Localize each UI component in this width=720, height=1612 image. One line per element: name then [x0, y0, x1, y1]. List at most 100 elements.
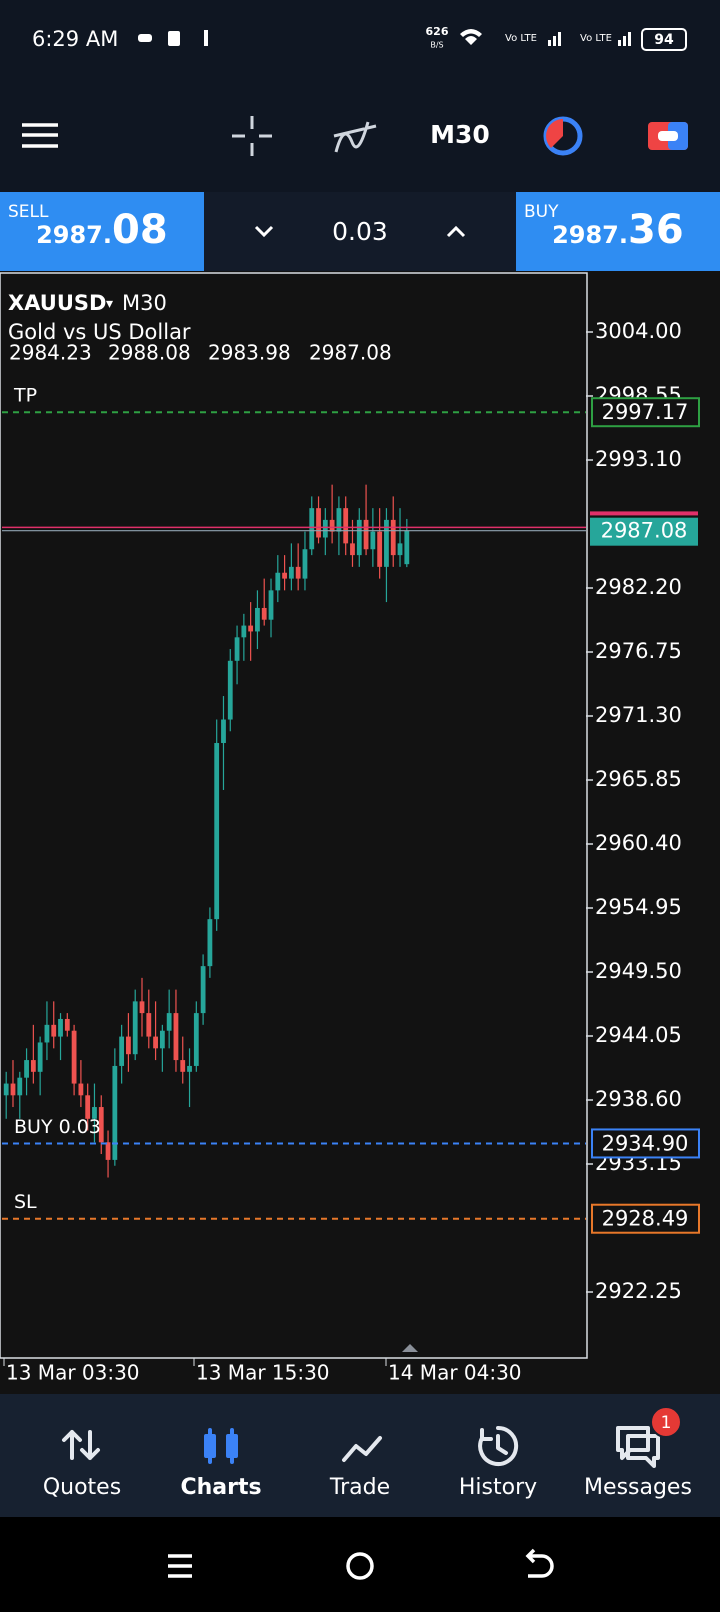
- status-icons: [138, 30, 208, 46]
- candle-body: [187, 1065, 192, 1072]
- x-tick-label: 13 Mar 03:30: [6, 1361, 140, 1385]
- lte-label: Vo LTE: [580, 33, 612, 44]
- candle-body: [78, 1083, 84, 1096]
- candle-body: [322, 519, 328, 538]
- candle-body: [126, 1036, 131, 1055]
- candle-body: [214, 743, 220, 920]
- candle-body: [98, 1107, 104, 1143]
- candle-body: [193, 1013, 199, 1066]
- candle-body: [112, 1065, 118, 1160]
- candle-body: [302, 549, 308, 579]
- signal-icons: Vo LTE Vo LTE: [460, 29, 631, 46]
- nav-item[interactable]: Messages: [584, 1426, 692, 1500]
- level-label: SL: [14, 1191, 37, 1213]
- candle-body: [146, 1013, 152, 1037]
- buy-label: BUY: [524, 202, 559, 222]
- candle-body: [10, 1083, 16, 1096]
- y-tick-label: 2982.20: [595, 575, 682, 599]
- bid-price-label: 2987.08: [601, 519, 688, 543]
- net-unit: B/S: [430, 41, 443, 50]
- candle-body: [370, 531, 376, 550]
- y-tick-label: 3004.00: [595, 319, 682, 343]
- indicators-button[interactable]: [333, 121, 377, 153]
- sell-button[interactable]: [0, 192, 204, 271]
- candle-body: [248, 625, 254, 632]
- trading-button[interactable]: [543, 116, 583, 156]
- candle-body: [350, 543, 355, 556]
- candle-body: [200, 966, 206, 1014]
- timeframe-button[interactable]: M30: [430, 120, 490, 149]
- nav-label: Charts: [180, 1475, 261, 1500]
- candle-body: [227, 660, 233, 720]
- candle-body: [3, 1083, 9, 1096]
- volume-up[interactable]: [446, 225, 466, 238]
- y-tick-label: 2993.10: [595, 447, 682, 471]
- plot-frame: [0, 272, 588, 1359]
- candle-body: [64, 1018, 70, 1031]
- candle-body: [139, 1001, 145, 1014]
- ohlc-low: 2983.98: [208, 341, 291, 365]
- candle-body: [377, 531, 383, 567]
- candle-body: [119, 1036, 125, 1066]
- candle-body: [234, 637, 240, 661]
- y-tick-label: 2965.85: [595, 767, 682, 791]
- buy-button[interactable]: [516, 192, 720, 271]
- candle-body: [105, 1142, 111, 1160]
- y-tick-label: 2922.25: [595, 1279, 682, 1303]
- candle-body: [58, 1018, 63, 1037]
- symbol-dropdown[interactable]: ▾: [106, 296, 113, 312]
- candle-body: [309, 508, 315, 550]
- candle-body: [24, 1060, 29, 1078]
- y-tick-label: 2944.05: [595, 1023, 682, 1047]
- top-background: [0, 0, 720, 192]
- nav-label: Quotes: [43, 1475, 121, 1500]
- candle-body: [207, 919, 213, 967]
- battery: [641, 28, 687, 51]
- nav-item[interactable]: Quotes: [43, 1430, 121, 1500]
- system-nav: [0, 1517, 720, 1612]
- nav-label: Trade: [329, 1475, 390, 1500]
- candle-body: [153, 1036, 158, 1049]
- ask-marker: [590, 511, 698, 516]
- bottom-nav: [0, 1394, 720, 1517]
- ohlc-row: 2984.23 2988.08 2983.98 2987.08: [9, 341, 392, 365]
- candle-body: [44, 1024, 50, 1043]
- y-tick-label: 2976.75: [595, 639, 682, 663]
- candle-body: [17, 1077, 23, 1096]
- candle-body: [275, 572, 281, 591]
- nav-icon: [478, 1425, 519, 1466]
- candle-body: [282, 572, 287, 579]
- sell-label: SELL: [8, 202, 49, 222]
- volume-panel: [204, 192, 516, 271]
- level-price-box: [591, 1128, 700, 1159]
- system-buttons[interactable]: [168, 1548, 554, 1580]
- nav-item[interactable]: History: [459, 1425, 537, 1500]
- candle-body: [329, 519, 335, 532]
- badge: [650, 1406, 682, 1438]
- level-price-label: 2934.90: [602, 1131, 689, 1155]
- candle-body: [221, 719, 226, 744]
- menu-button[interactable]: [22, 123, 58, 148]
- y-tick-label: 2971.30: [595, 703, 682, 727]
- nav-icon: [342, 1436, 382, 1462]
- nav-label: History: [459, 1475, 537, 1500]
- scroll-handle[interactable]: [402, 1344, 418, 1352]
- crosshair-button[interactable]: [232, 116, 272, 156]
- nav-item[interactable]: Trade: [329, 1436, 390, 1500]
- account-button[interactable]: [648, 122, 688, 150]
- volume-value: 0.03: [332, 217, 388, 246]
- status-time: 6:29 AM: [32, 27, 118, 51]
- bid-price-box: [590, 517, 698, 546]
- y-tick-label: 2949.50: [595, 959, 682, 983]
- level-label: TP: [13, 385, 37, 407]
- nav-item[interactable]: Charts: [180, 1428, 262, 1500]
- candle-body: [268, 590, 274, 620]
- candle-body: [173, 1013, 179, 1061]
- x-tick-label: 13 Mar 15:30: [196, 1361, 330, 1385]
- battery-level: 94: [654, 32, 674, 48]
- symbol[interactable]: XAUUSD: [8, 291, 106, 315]
- volume-down[interactable]: [254, 225, 274, 238]
- chart-timeframe: M30: [122, 291, 167, 315]
- y-tick-label: 2960.40: [595, 831, 682, 855]
- level-price-box: [591, 1203, 700, 1234]
